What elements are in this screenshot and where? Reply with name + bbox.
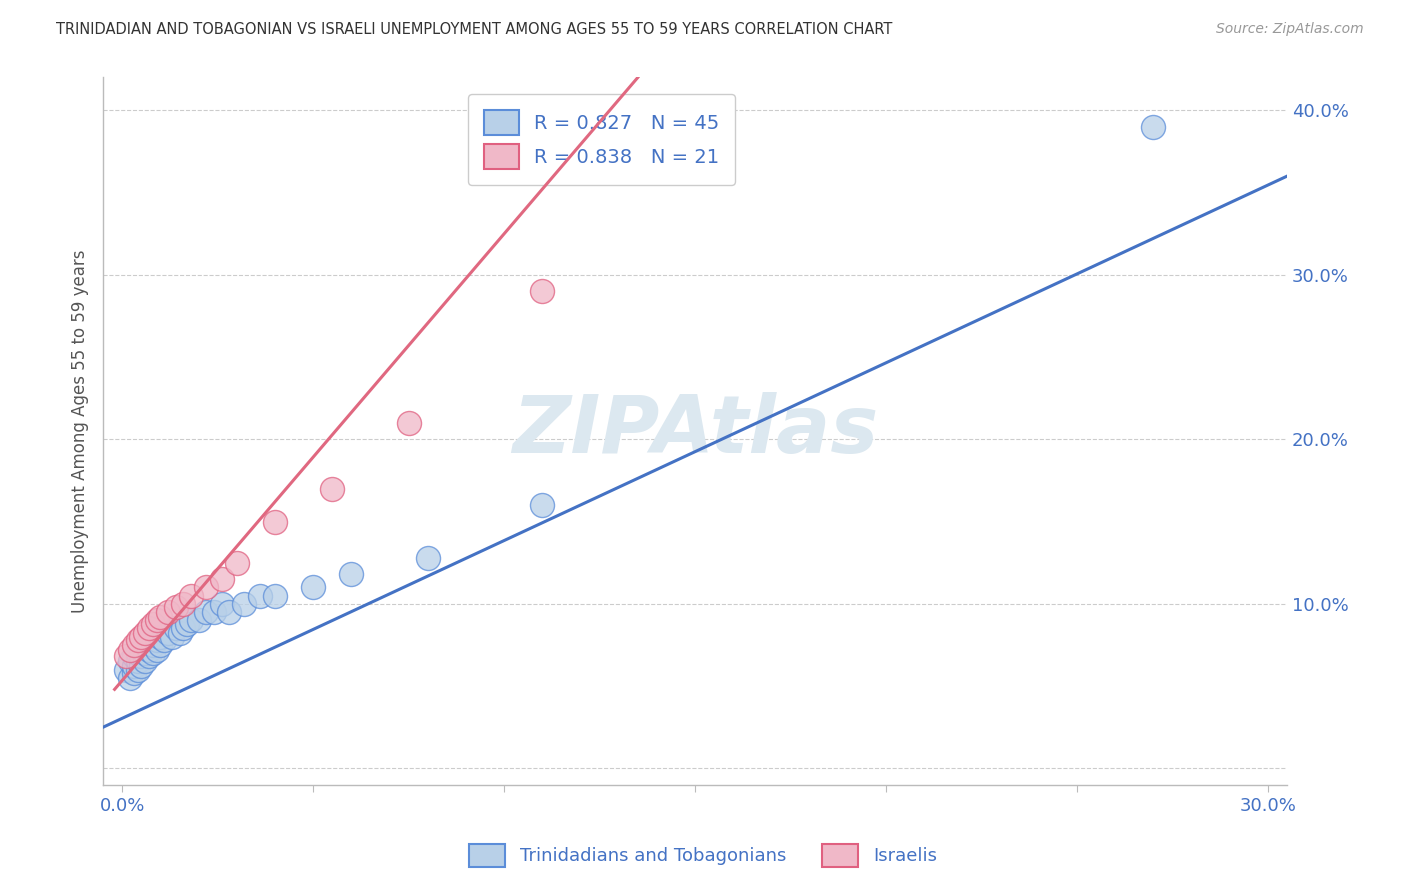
Point (531, 498, 554, 512)
Point (416, 550, 439, 565)
Point (134, 654, 156, 668)
Point (127, 632, 149, 647)
Point (145, 613, 167, 627)
Point (118, 643, 141, 657)
Point (122, 649, 145, 664)
Point (118, 654, 141, 668)
Text: ZIPAtlas: ZIPAtlas (512, 392, 879, 470)
Point (302, 580, 325, 594)
Point (115, 649, 138, 664)
Point (202, 605, 225, 619)
Point (165, 622, 187, 636)
Point (160, 630, 183, 644)
Point (138, 643, 160, 657)
Point (138, 649, 160, 664)
Point (211, 572, 233, 586)
Point (165, 600, 187, 615)
Point (225, 556, 247, 570)
Y-axis label: Unemployment Among Ages 55 to 59 years: Unemployment Among Ages 55 to 59 years (72, 250, 89, 613)
Point (531, 285, 554, 299)
Point (131, 649, 153, 664)
Point (127, 646, 149, 660)
Point (172, 622, 194, 636)
Point (145, 643, 167, 657)
Point (176, 616, 198, 631)
Point (138, 622, 160, 636)
Point (131, 659, 153, 673)
Point (142, 616, 165, 631)
Point (321, 482, 343, 496)
Point (340, 567, 363, 582)
Legend: Trinidadians and Tobagonians, Israelis: Trinidadians and Tobagonians, Israelis (460, 835, 946, 876)
Point (138, 632, 160, 647)
Point (131, 630, 153, 644)
Point (122, 659, 145, 673)
Point (127, 654, 149, 668)
Point (157, 605, 180, 619)
Point (149, 610, 172, 624)
Point (131, 643, 153, 657)
Point (211, 597, 233, 611)
Point (115, 663, 138, 677)
Point (149, 638, 172, 652)
Point (134, 646, 156, 660)
Point (195, 580, 218, 594)
Point (398, 416, 420, 430)
Point (142, 638, 165, 652)
Point (145, 632, 167, 647)
Point (218, 605, 240, 619)
Text: Source: ZipAtlas.com: Source: ZipAtlas.com (1216, 22, 1364, 37)
Point (1142, 120, 1164, 134)
Point (157, 626, 180, 640)
Point (264, 589, 287, 603)
Point (233, 597, 256, 611)
Point (122, 665, 145, 680)
Legend: R = 0.827   N = 45, R = 0.838   N = 21: R = 0.827 N = 45, R = 0.838 N = 21 (468, 95, 735, 185)
Point (153, 632, 176, 647)
Point (264, 515, 287, 529)
Text: TRINIDADIAN AND TOBAGONIAN VS ISRAELI UNEMPLOYMENT AMONG AGES 55 TO 59 YEARS COR: TRINIDADIAN AND TOBAGONIAN VS ISRAELI UN… (56, 22, 893, 37)
Point (187, 613, 209, 627)
Point (142, 646, 165, 660)
Point (180, 613, 202, 627)
Point (118, 671, 141, 685)
Point (122, 638, 145, 652)
Point (249, 589, 271, 603)
Point (180, 589, 202, 603)
Point (134, 626, 156, 640)
Point (195, 605, 218, 619)
Point (149, 630, 172, 644)
Point (127, 663, 149, 677)
Point (172, 597, 194, 611)
Point (169, 626, 191, 640)
Point (134, 638, 156, 652)
